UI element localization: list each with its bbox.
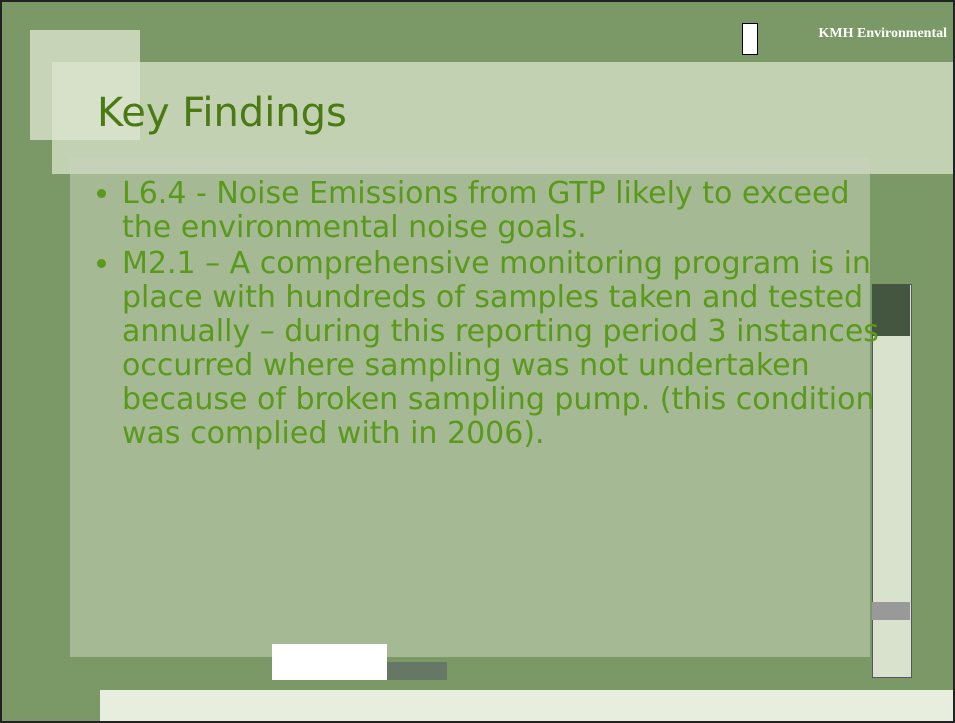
slide-title: Key Findings (97, 90, 347, 136)
logo-text: KMH Environmental (819, 26, 947, 42)
bullet: L6.4 - Noise Emissions from GTP likely t… (122, 177, 892, 245)
bullet-list: L6.4 - Noise Emissions from GTP likely t… (92, 177, 892, 453)
slide: KMH Environmental Key Findings L6.4 - No… (0, 0, 955, 723)
bullet: M2.1 – A comprehensive monitoring progra… (122, 247, 892, 451)
decor (872, 602, 910, 620)
logo-icon (742, 23, 758, 55)
decor (387, 662, 447, 680)
footer-band (100, 690, 955, 723)
decor (272, 644, 387, 680)
